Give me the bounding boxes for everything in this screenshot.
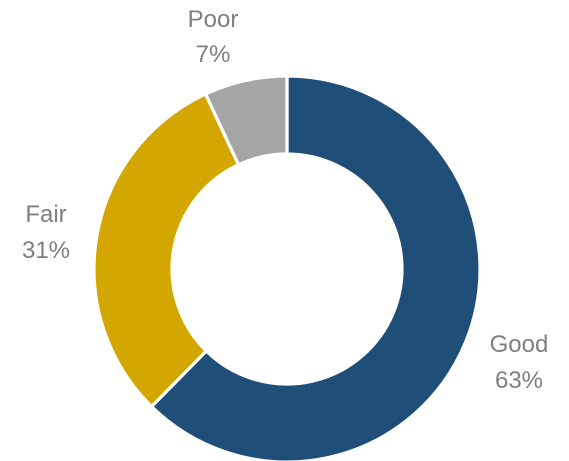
label-group: Good 63% Fair 31% Poor 7%	[22, 6, 548, 394]
slice-label-poor: Poor	[188, 6, 239, 33]
slice-group	[92, 74, 482, 461]
slice-poor	[203, 74, 289, 167]
slice-fair	[92, 91, 241, 409]
slice-value-label-good: 63%	[495, 367, 543, 394]
slice-label-good: Good	[490, 331, 549, 358]
slice-value-label-fair: 31%	[22, 237, 70, 264]
slice-value-label-poor: 7%	[196, 41, 231, 68]
slice-label-fair: Fair	[25, 201, 66, 228]
slice-good	[149, 74, 482, 461]
